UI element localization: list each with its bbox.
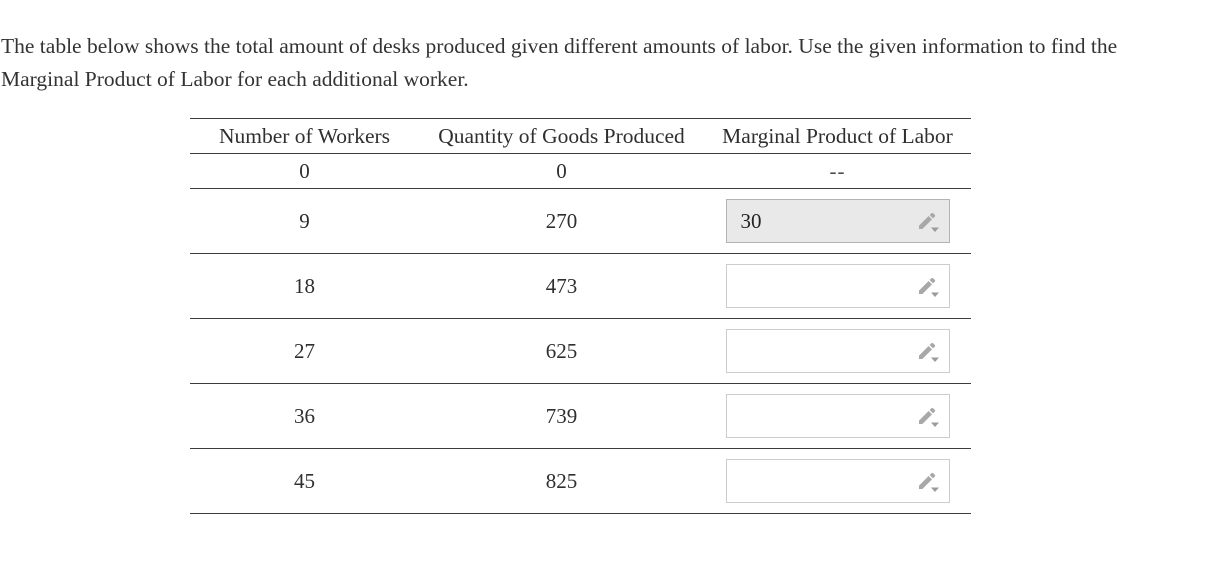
mpl-input[interactable] bbox=[726, 200, 949, 242]
mpl-input[interactable] bbox=[726, 265, 949, 307]
mpl-answer-cell bbox=[704, 188, 971, 254]
mpl-input[interactable] bbox=[726, 330, 949, 372]
mpl-static-value: -- bbox=[829, 158, 846, 183]
quantity-cell: 825 bbox=[419, 448, 704, 514]
mpl-answer-cell: -- bbox=[704, 153, 971, 189]
table-row: 45 825 bbox=[190, 448, 971, 514]
mpl-input-box[interactable] bbox=[725, 264, 950, 308]
workers-cell: 18 bbox=[190, 253, 419, 319]
mpl-answer-cell bbox=[704, 318, 971, 384]
table-body: 00 -- 927018473276253673945825 bbox=[190, 153, 971, 514]
header-marginal-product: Marginal Product of Labor bbox=[704, 118, 971, 154]
mpl-answer-cell bbox=[704, 448, 971, 514]
mpl-answer-cell bbox=[704, 383, 971, 449]
workers-cell: 0 bbox=[190, 153, 419, 189]
quantity-cell: 739 bbox=[419, 383, 704, 449]
workers-cell: 45 bbox=[190, 448, 419, 514]
workers-cell: 9 bbox=[190, 188, 419, 254]
mpl-input-box[interactable] bbox=[725, 329, 950, 373]
table-row: 0 0 -- bbox=[190, 153, 971, 189]
workers-cell: 27 bbox=[190, 318, 419, 384]
mpl-table-container: Number of Workers Quantity of Goods Prod… bbox=[190, 118, 1205, 514]
workers-cell: 36 bbox=[190, 383, 419, 449]
mpl-input[interactable] bbox=[726, 395, 949, 437]
quantity-cell: 473 bbox=[419, 253, 704, 319]
mpl-table: Number of Workers Quantity of Goods Prod… bbox=[190, 118, 971, 514]
table-row: 18 473 bbox=[190, 253, 971, 319]
header-number-of-workers: Number of Workers bbox=[190, 118, 419, 154]
quantity-cell: 625 bbox=[419, 318, 704, 384]
mpl-input-box[interactable] bbox=[725, 394, 950, 438]
header-row: Number of Workers Quantity of Goods Prod… bbox=[190, 118, 971, 154]
mpl-answer-cell bbox=[704, 253, 971, 319]
mpl-input[interactable] bbox=[726, 460, 949, 502]
quantity-cell: 270 bbox=[419, 188, 704, 254]
table-row: 9 270 bbox=[190, 188, 971, 254]
mpl-input-box[interactable] bbox=[725, 199, 950, 243]
header-quantity-produced: Quantity of Goods Produced bbox=[419, 118, 704, 154]
quantity-cell: 0 bbox=[419, 153, 704, 189]
problem-instructions: The table below shows the total amount o… bbox=[1, 34, 1118, 91]
mpl-input-box[interactable] bbox=[725, 459, 950, 503]
table-row: 36 739 bbox=[190, 383, 971, 449]
table-row: 27 625 bbox=[190, 318, 971, 384]
